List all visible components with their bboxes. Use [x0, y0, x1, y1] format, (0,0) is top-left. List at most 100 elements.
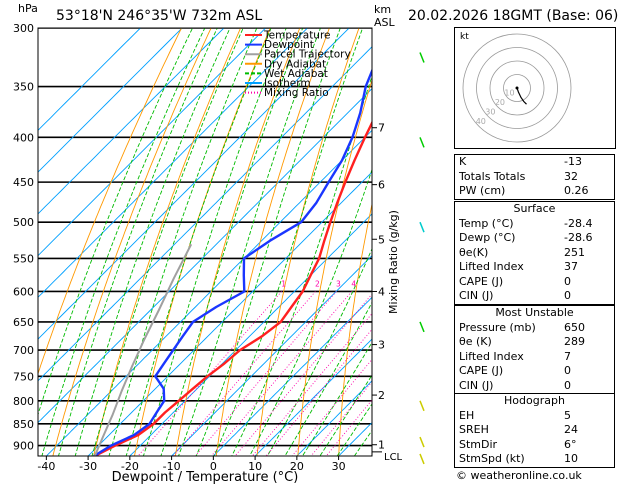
hodo-label: EH: [459, 408, 475, 422]
hodograph-table: Hodograph EH 5 SREH 24 StmDir 6° StmSpd (kt…: [454, 393, 615, 468]
isotherm-line: [212, 296, 372, 456]
pressure-tick-label: 900: [13, 440, 34, 453]
index-value: 0.26: [564, 184, 589, 197]
hpa-unit-label: hPa: [18, 2, 38, 15]
wind-barb: [419, 52, 425, 63]
hodograph-origin: [515, 86, 519, 90]
x-axis-label: Dewpoint / Temperature (°C): [112, 470, 299, 485]
surface-label: CIN (J): [459, 289, 494, 302]
isotherm-line: [171, 254, 372, 456]
mu-row: CIN (J) 0: [455, 379, 614, 394]
pressure-tick-label: 350: [13, 81, 34, 94]
km-tick-label: 1: [378, 439, 385, 452]
isotherm-line: [38, 28, 183, 173]
hodo-label: SREH: [459, 423, 489, 436]
series-parcel-trajectory: [93, 243, 193, 456]
surface-label: Lifted Index: [459, 260, 524, 273]
legend-label: Parcel Trajectory: [264, 49, 351, 61]
plot-frame: [37, 27, 373, 457]
temp-tick-label: 0: [210, 460, 217, 473]
surface-value: 37: [564, 260, 578, 273]
wet-adiabat-line: [38, 28, 193, 417]
temp-tick-label: -10: [163, 460, 181, 473]
mixing-ratio-axis-label: Mixing Ratio (g/kg): [387, 210, 400, 314]
wind-barb: [419, 321, 425, 333]
hodograph-ring-label: 20: [495, 98, 505, 107]
mixing-ratio-tick-label: 2: [315, 279, 320, 288]
surface-row: Temp (°C) -28.4: [455, 217, 614, 232]
pressure-tick-label: 700: [13, 344, 34, 357]
surface-label: CAPE (J): [459, 274, 504, 288]
pressure-tick-label: 850: [13, 418, 34, 431]
hodo-value: 6°: [564, 437, 577, 451]
surface-label: Dewp (°C): [459, 231, 516, 244]
isotherm-line: [38, 87, 372, 424]
isotherm-line: [38, 28, 225, 215]
dry-adiabat-line: [256, 28, 360, 456]
mu-row: CAPE (J) 0: [455, 364, 614, 379]
hodo-value: 5: [564, 408, 571, 422]
wet-adiabat-line: [108, 28, 258, 456]
surface-row: CAPE (J) 0: [455, 275, 614, 290]
mu-row: θe (K) 289: [455, 335, 614, 350]
most-unstable-table: Most Unstable Pressure (mb) 650 θe (K) 289…: [454, 305, 615, 394]
index-row-pw: PW (cm) 0.26: [455, 184, 614, 199]
surface-row: CIN (J) 0: [455, 289, 614, 304]
legend-label: Mixing Ratio: [264, 87, 329, 99]
location-title: 53°18'N 246°35'W 732m ASL: [56, 8, 262, 24]
isotherm-line: [46, 129, 372, 456]
surface-value: 0: [564, 289, 571, 302]
wet-adiabat-line: [178, 28, 321, 456]
temp-tick-label: 20: [290, 460, 304, 473]
pressure-tick-label: 300: [13, 22, 34, 35]
index-value: 32: [564, 169, 578, 183]
mu-row: Lifted Index 7: [455, 350, 614, 365]
pressure-tick-label: 500: [13, 216, 34, 229]
temp-tick-label: -30: [79, 460, 97, 473]
hodograph-ring-label: 10: [504, 89, 514, 98]
legend-label: Isotherm: [264, 78, 311, 90]
mu-label: CAPE (J): [459, 364, 504, 377]
hodograph-ring: [503, 74, 531, 102]
dry-adiabat-line: [338, 201, 372, 456]
pressure-tick-label: 600: [13, 285, 34, 298]
km-tick-label: 2: [378, 389, 385, 402]
surface-value: 0: [564, 274, 571, 288]
surface-table: Surface Temp (°C) -28.4 Dewp (°C) -28.6 θe…: [454, 201, 615, 305]
wet-adiabat-line: [142, 28, 287, 456]
most-unstable-title: Most Unstable: [495, 306, 574, 319]
dry-adiabat-line: [297, 78, 372, 456]
mixing-ratio-tick-label: 10: [401, 279, 411, 288]
surface-value: -28.6: [564, 231, 593, 244]
isotherm-line: [129, 213, 372, 456]
isotherm-line: [254, 338, 372, 456]
isotherm-line: [296, 380, 372, 456]
pressure-tick-label: 550: [13, 252, 34, 265]
wet-adiabat-line: [195, 28, 341, 456]
wet-adiabat-line: [301, 341, 372, 456]
series-dewpoint: [93, 67, 372, 456]
hodo-row: StmSpd (kt) 10: [455, 452, 614, 467]
copyright-footer: © weatheronline.co.uk: [456, 469, 582, 482]
km-tick-label: 4: [378, 285, 385, 298]
mixing-ratio-tick-label: 15: [426, 279, 436, 288]
mixing-ratio-line: [265, 328, 372, 456]
mu-value: 0: [564, 378, 571, 392]
hodograph-ring-label: 40: [476, 117, 486, 126]
lcl-label: LCL: [384, 452, 403, 463]
hodo-row: StmDir 6°: [455, 438, 614, 453]
isotherm-line: [38, 46, 372, 382]
temp-tick-label: -20: [121, 460, 139, 473]
wet-adiabat-line: [284, 301, 372, 456]
hodo-row: EH 5: [455, 409, 614, 424]
wind-barb: [419, 453, 425, 465]
km-tick-label: 7: [378, 122, 385, 135]
isotherm-line: [38, 28, 308, 298]
km-unit-label: km: [374, 3, 391, 16]
datetime-title: 20.02.2026 18GMT (Base: 06): [408, 8, 618, 24]
pressure-tick-label: 450: [13, 176, 34, 189]
asl-unit-label: ASL: [374, 16, 396, 29]
mixing-ratio-tick-label: 3: [336, 279, 341, 288]
